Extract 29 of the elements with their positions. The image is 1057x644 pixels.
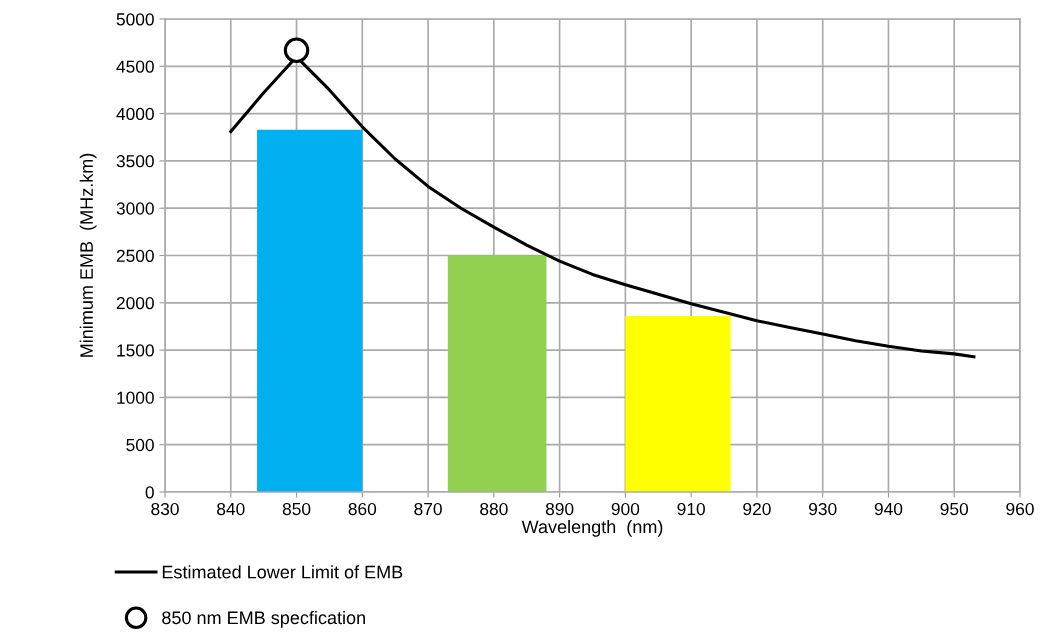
x-axis-title: Wavelength (nm) <box>521 519 663 537</box>
x-tick-label: 960 <box>1006 502 1034 516</box>
x-tick-label: 890 <box>545 502 574 516</box>
legend-label: Estimated Lower Limit of EMB <box>162 565 403 579</box>
legend-label: 850 nm EMB specfication <box>162 610 365 628</box>
y-tick-label: 2500 <box>116 249 154 262</box>
x-tick-label: 830 <box>151 502 179 516</box>
y-tick-label: 0 <box>145 486 154 499</box>
y-tick-label: 3000 <box>116 202 154 215</box>
x-tick-label: 840 <box>217 502 245 516</box>
y-tick-label: 500 <box>126 438 154 452</box>
x-tick-label: 880 <box>480 502 508 516</box>
x-tick-label: 850 <box>282 502 311 516</box>
x-tick-label: 860 <box>348 502 377 516</box>
y-tick-label: 1500 <box>117 344 154 357</box>
y-tick-label: 4000 <box>116 107 154 121</box>
x-tick-label: 900 <box>611 502 640 516</box>
y-tick-label: 1000 <box>117 391 154 404</box>
x-tick-label: 950 <box>940 502 969 516</box>
y-tick-label: 5000 <box>116 13 154 26</box>
x-tick-label: 910 <box>677 502 705 516</box>
y-tick-label: 3500 <box>116 155 154 168</box>
y-axis-title: Minimum EMB (MHz.km) <box>79 153 97 357</box>
x-tick-label: 870 <box>414 502 442 516</box>
y-tick-label: 2000 <box>116 296 154 310</box>
x-tick-label: 930 <box>809 502 837 516</box>
x-tick-label: 920 <box>743 502 771 516</box>
y-tick-label: 4500 <box>116 60 154 73</box>
x-tick-label: 940 <box>874 502 903 516</box>
